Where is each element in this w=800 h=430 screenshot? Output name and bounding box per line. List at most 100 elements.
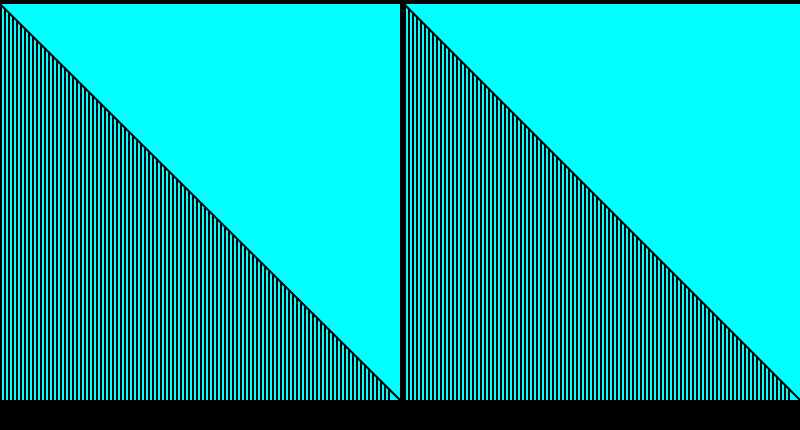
stripe-line (336, 338, 338, 400)
stripe-line (192, 196, 194, 400)
stripe-line (436, 38, 438, 400)
stripe-line (360, 362, 362, 400)
stripe-line (700, 302, 702, 400)
stripe-line (624, 226, 626, 400)
stripe-line (576, 178, 578, 400)
stripe-line (604, 206, 606, 400)
stripe-line (480, 82, 482, 400)
stripe-line (36, 41, 38, 400)
stripe-line (600, 202, 602, 400)
stripe-line (556, 158, 558, 400)
stripe-line (568, 170, 570, 400)
stripe-line (148, 152, 150, 400)
stripe-line (620, 222, 622, 400)
stripe-line (4, 10, 6, 400)
stripe-line (180, 184, 182, 400)
stripe-line (380, 382, 382, 400)
stripe-line (216, 219, 218, 400)
stripe-line (404, 6, 406, 400)
stripe-line (276, 279, 278, 400)
stripe-line (736, 338, 738, 400)
stripe-line (80, 85, 82, 400)
stripe-line (352, 354, 354, 400)
stripe-line (560, 162, 562, 400)
stripe-line (740, 342, 742, 400)
stripe-line (112, 116, 114, 401)
stripe-line (68, 73, 70, 401)
stripe-line (376, 378, 378, 400)
stripe-line (76, 81, 78, 400)
stripe-line (132, 136, 134, 400)
stripe-line (500, 102, 502, 400)
stripe-line (172, 176, 174, 400)
stripe-line (284, 287, 286, 400)
stripe-line (60, 65, 62, 401)
stripe-line (20, 25, 22, 401)
stripe-line (16, 21, 18, 401)
stripe-line (288, 291, 290, 400)
stripe-line (308, 310, 310, 400)
stripe-line (460, 62, 462, 400)
stripe-line (680, 282, 682, 400)
stripe-line (252, 255, 254, 400)
stripe-line (564, 166, 566, 400)
stripe-line (24, 29, 26, 401)
stripe-line (508, 110, 510, 400)
stripe-line (492, 94, 494, 400)
stripe-line (484, 86, 486, 400)
stripe-line (440, 42, 442, 400)
stripe-line (304, 307, 306, 400)
stripe-line (456, 58, 458, 400)
stripe-line (144, 148, 146, 400)
stripe-line (204, 208, 206, 400)
stripe-line (48, 53, 50, 400)
stripe-line (92, 97, 94, 400)
stripe-line (704, 306, 706, 400)
stripe-line (668, 270, 670, 400)
stripe-line (732, 334, 734, 400)
stripe-line (712, 314, 714, 400)
stripe-line (636, 238, 638, 400)
stripe-line (84, 89, 86, 400)
stripe-line (152, 156, 154, 400)
stripe-line (476, 78, 478, 400)
stripe-line (28, 33, 30, 400)
left-stripe-triangle-panel (0, 3, 401, 401)
stripe-line (272, 275, 274, 400)
stripe-line (124, 128, 126, 401)
stripe-line (208, 211, 210, 400)
stripe-line (696, 298, 698, 400)
stripe-line (64, 69, 66, 401)
stripe-line (752, 354, 754, 400)
stripe-line (504, 106, 506, 400)
stripe-line (536, 138, 538, 400)
stripe-line (728, 330, 730, 400)
stripe-line (764, 366, 766, 400)
stripe-line (248, 251, 250, 400)
stripe-line (588, 190, 590, 400)
stripe-line (528, 130, 530, 400)
stripe-line (452, 54, 454, 400)
stripe-line (608, 210, 610, 400)
stripe-line (280, 283, 282, 400)
stripe-line (548, 150, 550, 400)
stripe-line (32, 37, 34, 400)
stripe-line (516, 118, 518, 400)
stripe-line (220, 223, 222, 400)
stripe-line (640, 242, 642, 400)
stripe-line (720, 322, 722, 400)
stripe-line (160, 164, 162, 400)
stripe-line (8, 13, 10, 401)
stripe-line (240, 243, 242, 400)
stripe-line (488, 90, 490, 400)
stripe-line (244, 247, 246, 400)
stripe-line (12, 17, 14, 401)
stripe-line (260, 263, 262, 400)
stripe-line (340, 342, 342, 400)
stripe-line (88, 93, 90, 400)
stripe-line (224, 227, 226, 400)
stripe-line (472, 74, 474, 400)
stripe-line (716, 318, 718, 400)
stripe-line (532, 134, 534, 400)
